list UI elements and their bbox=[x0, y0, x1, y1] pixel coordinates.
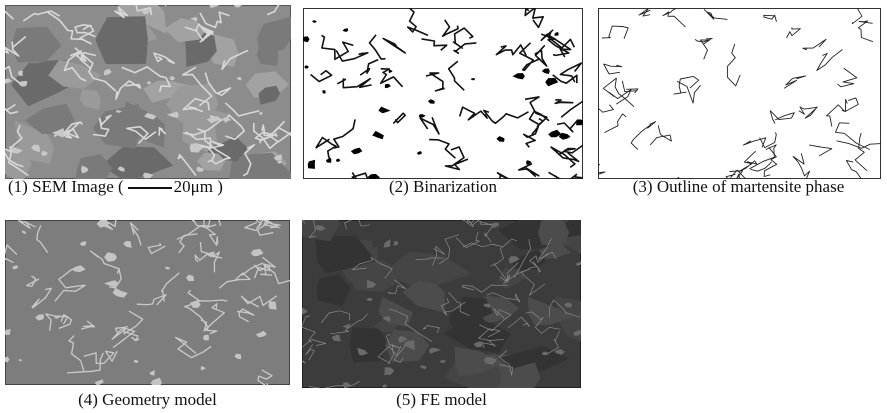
caption: (4) Geometry model bbox=[5, 390, 290, 410]
image-background bbox=[304, 9, 583, 179]
image-background bbox=[599, 9, 881, 179]
fe-model-image bbox=[302, 220, 581, 388]
caption: (5) FE model bbox=[302, 390, 581, 410]
grain bbox=[538, 220, 569, 247]
caption: (3) Outline of martensite phase bbox=[590, 177, 887, 197]
caption: (2) Binarization bbox=[303, 177, 583, 197]
binarization-image bbox=[303, 8, 583, 179]
sem-image bbox=[5, 5, 291, 179]
scale-label: 20μm ) bbox=[174, 177, 223, 196]
caption-text: (1) SEM Image ( bbox=[8, 177, 124, 196]
scale-bar bbox=[128, 187, 172, 189]
geometry-model-image bbox=[5, 220, 290, 385]
martensite-island bbox=[576, 119, 583, 125]
outline-image bbox=[598, 8, 881, 179]
grain bbox=[349, 327, 387, 362]
figure: (1) SEM Image ( 20μm ) (2) Binarization (… bbox=[0, 0, 887, 413]
caption: (1) SEM Image ( 20μm ) bbox=[8, 177, 298, 197]
martensite-island bbox=[268, 301, 276, 310]
